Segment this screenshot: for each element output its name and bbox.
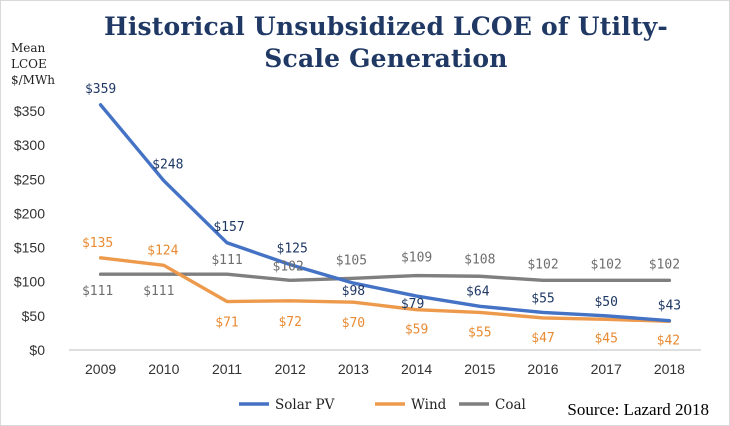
data-label-wind: $47 bbox=[531, 331, 554, 346]
data-label-coal: $109 bbox=[401, 251, 432, 266]
data-label-solar-pv: $50 bbox=[594, 295, 617, 310]
data-label-coal: $102 bbox=[527, 257, 558, 272]
y-tick-label: $0 bbox=[29, 342, 45, 358]
data-label-wind: $59 bbox=[405, 323, 428, 338]
series-line-solar-pv bbox=[98, 103, 672, 323]
x-tick-label: 2013 bbox=[338, 361, 369, 377]
y-axis-label: Mean LCOE $/MWh bbox=[11, 41, 56, 87]
y-tick-label: $250 bbox=[14, 171, 45, 187]
x-tick-label: 2010 bbox=[148, 361, 179, 377]
data-label-wind: $124 bbox=[147, 243, 178, 258]
axes: $0 $50 $100 $150 $200 $250 $300 $350 2009 2010 201… bbox=[14, 103, 701, 377]
x-tick-label: 2014 bbox=[401, 361, 432, 377]
x-tick-label: 2016 bbox=[527, 361, 558, 377]
data-label-coal: $105 bbox=[336, 253, 367, 268]
data-label-coal: $108 bbox=[464, 252, 495, 267]
data-label-wind: $55 bbox=[468, 325, 491, 340]
y-tick-label: $150 bbox=[14, 240, 45, 256]
data-label-wind: $42 bbox=[657, 333, 680, 348]
legend-label-solar-pv: Solar PV bbox=[275, 397, 335, 413]
source-annotation: Source: Lazard 2018 bbox=[567, 400, 709, 419]
data-label-solar-pv: $43 bbox=[658, 299, 681, 314]
legend-label-coal: Coal bbox=[495, 397, 526, 413]
chart-title: Historical Unsubsidized LCOE of Utilty-S… bbox=[104, 12, 668, 73]
data-label-solar-pv: $157 bbox=[213, 220, 244, 235]
series-line-coal bbox=[98, 272, 672, 283]
y-tick-label: $50 bbox=[22, 308, 46, 324]
data-label-wind: $70 bbox=[342, 316, 365, 331]
data-labels: $359 $248 $157 $125 $98 $79 $64 $55 $50 $43 $135 $1… bbox=[82, 82, 681, 348]
data-label-solar-pv: $125 bbox=[277, 242, 308, 257]
data-label-coal: $111 bbox=[211, 253, 242, 268]
data-label-solar-pv: $359 bbox=[85, 82, 116, 97]
y-tick-label: $200 bbox=[14, 205, 45, 221]
legend: Solar PV Wind Coal bbox=[239, 397, 526, 413]
data-label-coal: $111 bbox=[143, 284, 174, 299]
x-tick-label: 2009 bbox=[85, 361, 116, 377]
data-label-solar-pv: $79 bbox=[401, 297, 424, 312]
data-label-solar-pv: $55 bbox=[531, 291, 554, 306]
series-line-wind bbox=[98, 256, 672, 324]
data-label-coal: $102 bbox=[649, 257, 680, 272]
legend-label-wind: Wind bbox=[411, 397, 447, 413]
y-tick-label: $300 bbox=[14, 137, 45, 153]
data-label-solar-pv: $98 bbox=[342, 284, 365, 299]
series-lines bbox=[98, 103, 672, 324]
data-label-coal: $111 bbox=[82, 284, 113, 299]
x-tick-label: 2017 bbox=[591, 361, 622, 377]
x-tick-label: 2018 bbox=[654, 361, 685, 377]
data-label-coal: $102 bbox=[273, 259, 304, 274]
data-label-coal: $102 bbox=[591, 257, 622, 272]
y-tick-label: $350 bbox=[14, 103, 45, 119]
data-label-solar-pv: $64 bbox=[466, 284, 490, 299]
x-tick-label: 2012 bbox=[275, 361, 306, 377]
x-tick-label: 2011 bbox=[212, 361, 242, 377]
data-label-wind: $135 bbox=[82, 236, 113, 251]
data-label-wind: $45 bbox=[594, 331, 617, 346]
data-label-solar-pv: $248 bbox=[152, 158, 183, 173]
x-tick-label: 2015 bbox=[464, 361, 495, 377]
data-label-wind: $71 bbox=[215, 316, 238, 331]
data-label-wind: $72 bbox=[278, 315, 301, 330]
y-tick-label: $100 bbox=[14, 274, 45, 290]
